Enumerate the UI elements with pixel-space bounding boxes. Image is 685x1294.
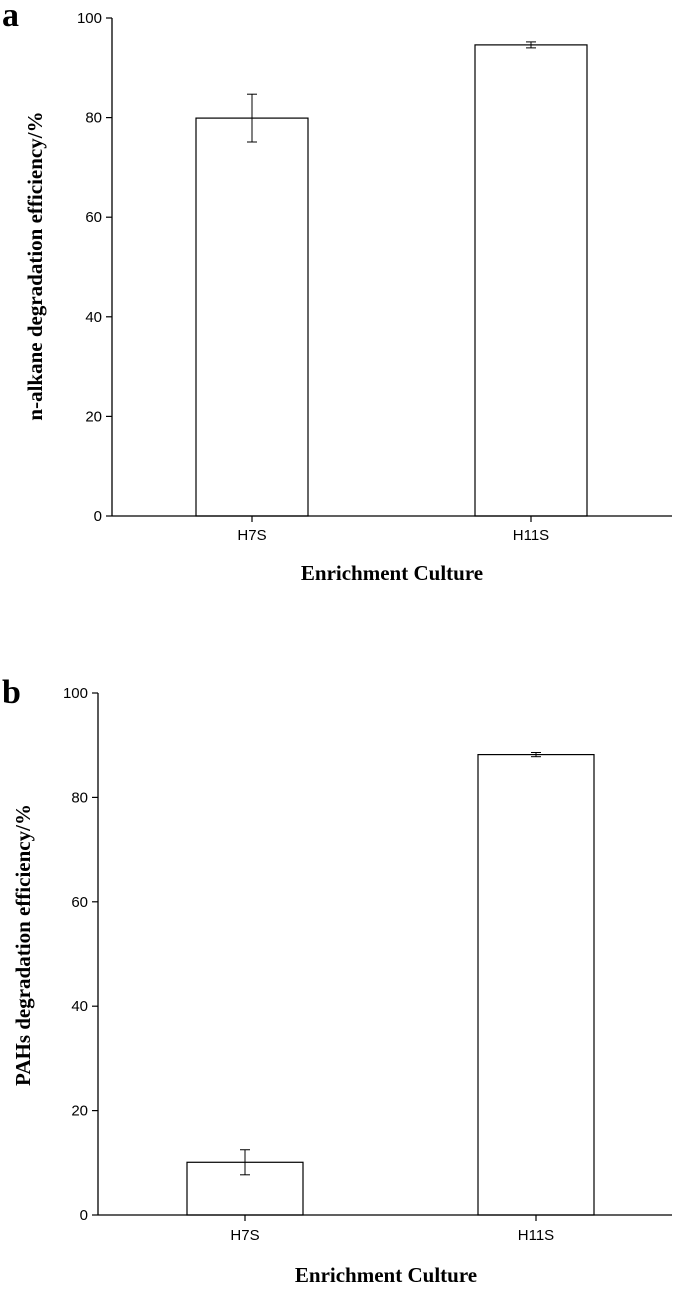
y-tick-label: 60	[85, 209, 102, 226]
error-bar-h7s	[240, 1149, 250, 1176]
y-tick-label: 0	[94, 508, 102, 525]
y-tick-label: 20	[85, 408, 102, 425]
x-tick-label: H7S	[230, 1227, 259, 1244]
y-axis-title: n-alkane degradation efficiency/%	[23, 111, 47, 420]
y-tick-label: 20	[71, 1103, 88, 1120]
y-axis-title: PAHs degradation efficiency/%	[11, 804, 35, 1086]
error-bar-h11s	[531, 752, 541, 758]
chart-panel-a: a n-alkane degradation efficiency/% Enri…	[2, 0, 672, 585]
chart-panel-b: b PAHs degradation efficiency/% Enrichme…	[2, 674, 672, 1287]
y-tick-label: 40	[85, 309, 102, 326]
y-tick-label: 60	[71, 894, 88, 911]
bar-h11s	[474, 44, 588, 517]
bar-h11s	[477, 753, 595, 1216]
plot-area: 0 20 40 60 80 100 H7S H11S	[63, 685, 672, 1244]
error-bar-h11s	[526, 41, 536, 49]
panel-letter-a: a	[2, 0, 19, 34]
error-bar-h7s	[247, 93, 257, 143]
panel-letter-b: b	[2, 674, 21, 711]
plot-area: 0 20 40 60 80 100 H7S H11S	[77, 10, 672, 544]
y-tick-label: 100	[63, 685, 88, 702]
x-axis-title: Enrichment Culture	[301, 561, 483, 585]
y-tick-label: 80	[85, 110, 102, 127]
y-tick-label: 40	[71, 998, 88, 1015]
x-tick-label: H7S	[237, 527, 266, 544]
y-tick-label: 0	[80, 1207, 88, 1224]
x-axis-title: Enrichment Culture	[295, 1263, 477, 1287]
x-tick-label: H11S	[513, 527, 549, 544]
y-tick-label: 100	[77, 10, 102, 27]
y-tick-label: 80	[71, 789, 88, 806]
bar-h7s	[195, 117, 309, 517]
x-tick-label: H11S	[518, 1227, 554, 1244]
